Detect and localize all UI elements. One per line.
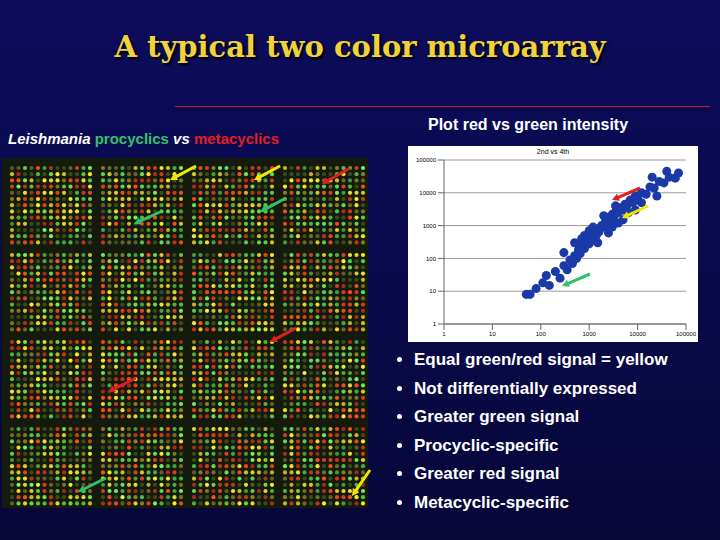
svg-text:100: 100: [536, 331, 547, 337]
html-text:Leishmania procyclics vs metac: Leishmania procyclics vs metacyclics: [8, 130, 279, 147]
svg-text:10000: 10000: [629, 331, 646, 337]
svg-text:1: 1: [433, 321, 437, 327]
svg-text:100000: 100000: [676, 331, 697, 337]
html-text:Procyclic-specific: Procyclic-specific: [414, 435, 559, 455]
svg-text:1000: 1000: [583, 331, 597, 337]
html-text:Equal green/red signal = yello: Equal green/red signal = yellow: [414, 350, 668, 369]
html-text:2nd vs 4th: 2nd vs 4th: [536, 148, 570, 155]
html-text:Metacyclic-specific: Metacyclic-specific: [414, 492, 569, 512]
html-text:Greater red signal: Greater red signal: [414, 464, 560, 483]
svg-text:10: 10: [429, 288, 436, 294]
svg-text:10000: 10000: [419, 190, 436, 196]
html-text:Greater green signal: Greater green signal: [414, 407, 580, 426]
svg-text:100000: 100000: [416, 157, 437, 163]
html-text:Not differentially expressed: Not differentially expressed: [414, 378, 637, 398]
svg-text:10: 10: [489, 331, 496, 337]
svg-text:1: 1: [442, 331, 446, 337]
svg-text:100: 100: [426, 256, 437, 262]
svg-text:1000: 1000: [423, 223, 437, 229]
html-text:A typical two color microarray: A typical two color microarray: [114, 30, 606, 64]
html-text:Plot red vs green intensity: Plot red vs green intensity: [428, 116, 629, 133]
